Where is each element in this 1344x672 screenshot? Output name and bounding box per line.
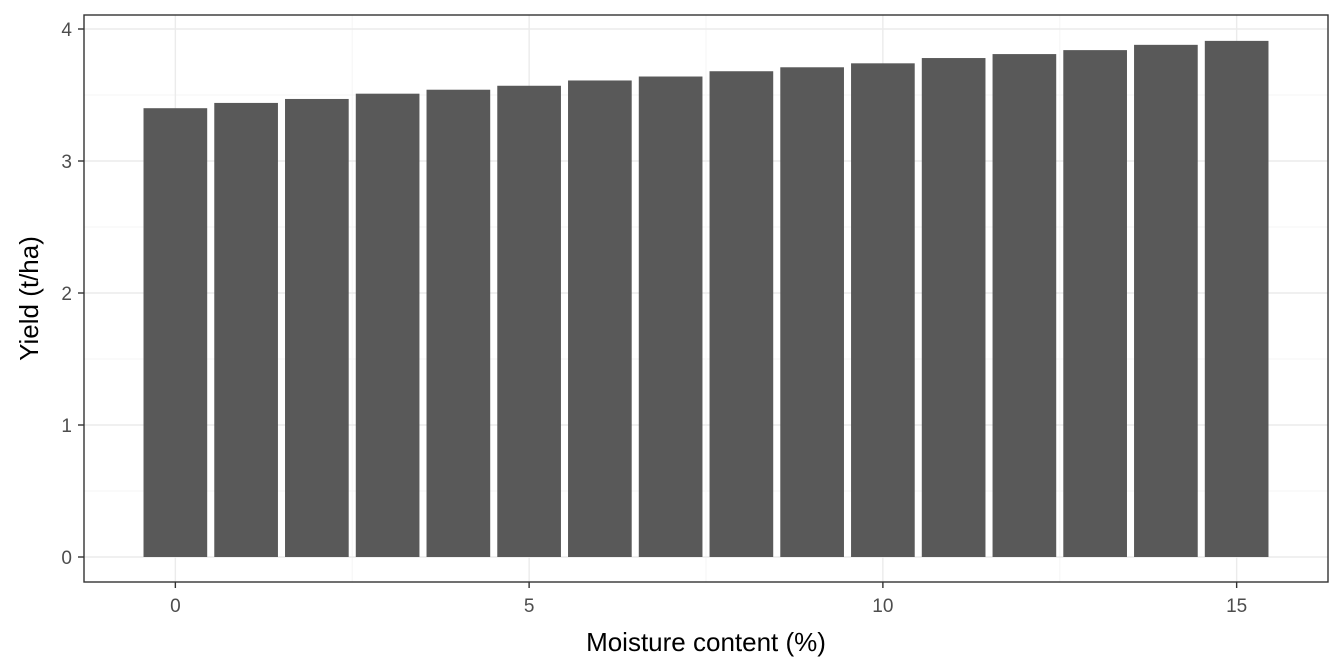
bars (143, 40, 1269, 558)
bar (568, 80, 632, 557)
y-tick-label: 3 (61, 152, 72, 173)
bar (780, 67, 844, 557)
y-tick-label: 0 (61, 548, 72, 569)
x-axis-title: Moisture content (%) (586, 627, 826, 657)
y-tick-label: 2 (61, 284, 72, 305)
y-tick-label: 4 (61, 20, 72, 41)
bar (497, 85, 561, 557)
x-tick-label: 0 (170, 596, 181, 617)
y-axis-title: Yield (t/ha) (14, 236, 44, 361)
bar (709, 71, 774, 558)
x-axis-ticks: 0 5 10 15 (170, 582, 1247, 617)
bar (1134, 44, 1198, 557)
x-tick-label: 10 (872, 596, 893, 617)
bar (355, 93, 420, 558)
x-tick-label: 15 (1226, 596, 1247, 617)
y-axis-ticks: 0 1 2 3 4 (61, 20, 84, 569)
bar (921, 58, 986, 557)
bar (1063, 50, 1127, 558)
bar (992, 54, 1057, 558)
x-tick-label: 5 (524, 596, 535, 617)
bar (1204, 40, 1269, 557)
bar (426, 89, 491, 557)
bar (143, 108, 208, 557)
bar (285, 98, 349, 558)
bar (638, 76, 703, 558)
bar (851, 63, 915, 557)
panel-border (83, 14, 1329, 583)
y-tick-label: 1 (61, 416, 72, 437)
bar (214, 102, 278, 558)
